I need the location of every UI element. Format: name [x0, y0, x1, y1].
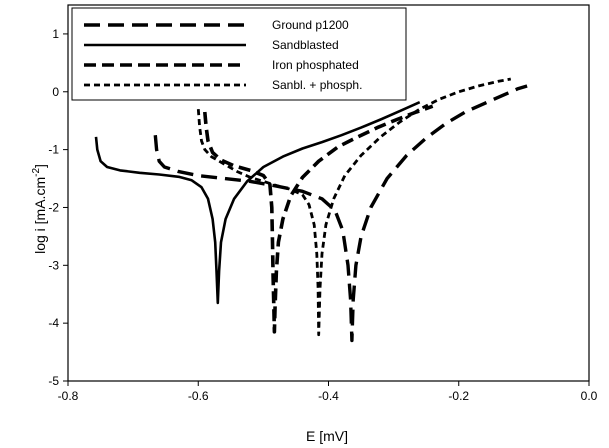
- legend: Ground p1200 Sandblasted Iron phosphated Sa…: [71, 7, 407, 101]
- y-tick-label: -1: [48, 143, 59, 157]
- y-tick-label: 0: [52, 85, 59, 99]
- series-line-4: [196, 77, 512, 337]
- y-axis-title: log i [mA.cm-2]: [31, 164, 48, 254]
- y-axis-title-superscript: -2: [31, 168, 42, 177]
- legend-label-2: Sandblasted: [272, 38, 339, 52]
- y-tick-label: -2: [48, 200, 59, 214]
- series-lines: [94, 77, 528, 343]
- series-line-3: [203, 104, 434, 334]
- y-axis-title-end: ]: [32, 164, 48, 168]
- x-tick-label: -0.6: [188, 389, 209, 403]
- x-tick-label: -0.2: [448, 389, 469, 403]
- y-axis-title-text: log i [mA.cm: [32, 177, 48, 254]
- y-tick-label: 1: [52, 27, 59, 41]
- y-tick-label: -4: [48, 316, 59, 330]
- x-tick-label: -0.8: [58, 389, 79, 403]
- y-tick-label: -5: [48, 374, 59, 388]
- axes: -0.8 -0.6 -0.4 -0.2 0.0 -5 -4 -3 -2 -1 0 1: [48, 27, 597, 403]
- legend-label-1: Ground p1200: [272, 18, 349, 32]
- x-axis-title: E [mV]: [306, 428, 348, 444]
- legend-label-4: Sanbl. + phosph.: [272, 78, 362, 92]
- x-tick-label: 0.0: [581, 389, 598, 403]
- axis-titles: E [mV] log i [mA.cm-2]: [31, 164, 348, 444]
- series-line-2: [94, 101, 421, 305]
- y-tick-label: -3: [48, 258, 59, 272]
- legend-label-3: Iron phosphated: [272, 58, 359, 72]
- series-line-1: [153, 84, 528, 343]
- x-tick-label: -0.4: [318, 389, 339, 403]
